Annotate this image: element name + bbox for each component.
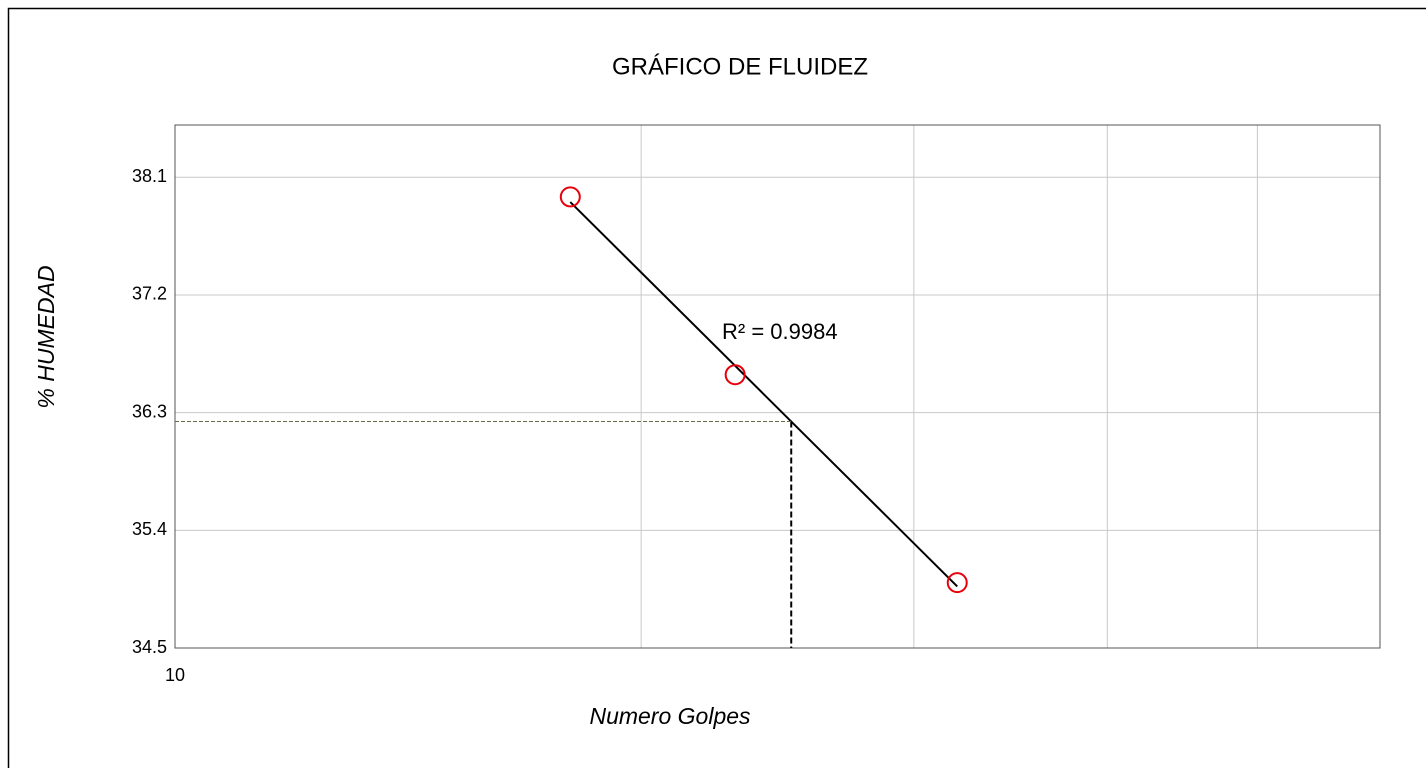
x-tick-label: 10 — [165, 665, 185, 685]
x-axis-label: Numero Golpes — [589, 703, 751, 729]
y-tick-label: 38.1 — [132, 166, 167, 186]
marker — [559, 186, 581, 208]
y-tick-label: 34.5 — [132, 637, 167, 657]
y-tick-label: 36.3 — [132, 401, 167, 421]
y-tick-label: 35.4 — [132, 519, 167, 539]
marker — [946, 572, 968, 594]
frame — [7, 7, 1426, 768]
marker — [724, 364, 746, 386]
trendline — [569, 201, 958, 588]
chart-title: GRÁFICO DE FLUIDEZ — [612, 53, 868, 80]
y-tick-label: 37.2 — [132, 284, 167, 304]
y-axis-label: % HUMEDAD — [33, 265, 59, 408]
annotation: R² = 0.9984 — [722, 319, 838, 344]
plot-area — [174, 124, 1381, 649]
